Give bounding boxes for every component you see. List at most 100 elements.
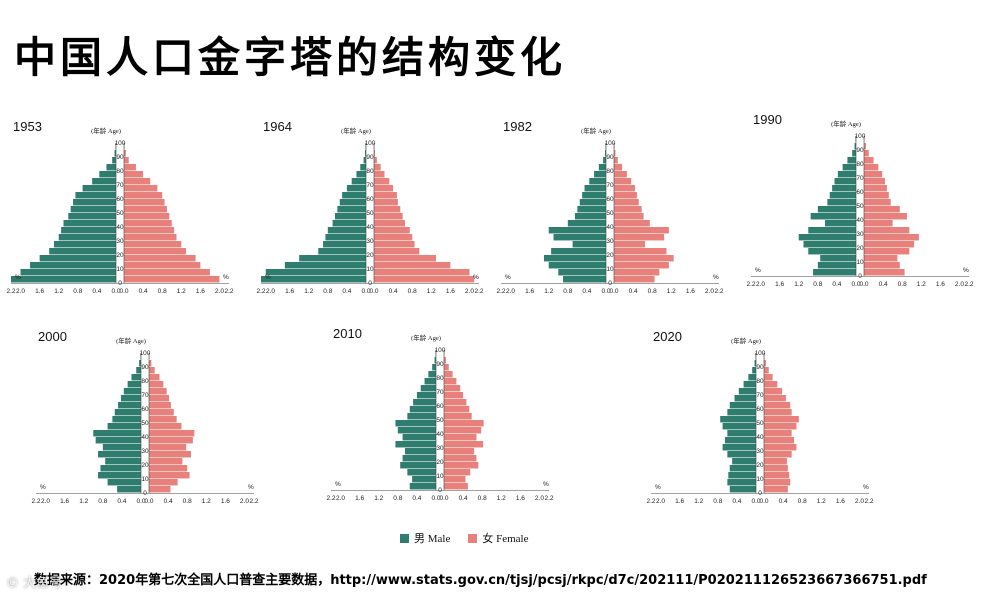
male-bar (11, 276, 116, 283)
female-bar (764, 381, 778, 388)
x-tick-label: 0.4 (732, 498, 741, 505)
x-tick-label: 0.0 (751, 498, 760, 505)
female-bar (374, 220, 406, 227)
male-bar (127, 381, 141, 388)
age-tick-label: 20 (366, 252, 374, 259)
age-tick-label: 70 (141, 392, 149, 399)
age-tick-label: 90 (606, 154, 614, 161)
male-bar (117, 486, 141, 493)
x-tick-label: 0.4 (459, 495, 468, 502)
female-bar (614, 199, 639, 206)
male-bar (39, 255, 116, 262)
male-bar (837, 171, 856, 178)
male-bar (323, 241, 366, 248)
x-tick-label: 2.0 (756, 281, 765, 288)
age-tick-label: 70 (856, 175, 864, 182)
age-tick-label: 90 (141, 364, 149, 371)
percent-label: % (40, 484, 46, 491)
male-bar (824, 220, 856, 227)
x-tick-label: 2.2 (496, 288, 505, 295)
percent-label: % (755, 267, 761, 274)
female-bar (374, 164, 381, 171)
male-bar (334, 213, 366, 220)
age-tick-label: 80 (116, 168, 124, 175)
female-bar (124, 150, 126, 157)
female-bar (149, 451, 191, 458)
male-bar (299, 255, 366, 262)
x-tick-label: 0.4 (779, 498, 788, 505)
male-bar (356, 171, 366, 178)
pyramid-year-label: 1990 (753, 112, 782, 127)
female-bar (614, 206, 642, 213)
x-tick-label: 1.6 (936, 281, 945, 288)
female-bar (124, 255, 196, 262)
male-bar (743, 381, 756, 388)
male-bar (598, 164, 606, 171)
female-bar (149, 472, 190, 479)
legend-female-swatch (468, 533, 478, 543)
male-bar (589, 178, 606, 185)
x-tick-label: 0.4 (164, 498, 173, 505)
female-bar (444, 406, 470, 413)
x-tick-label: 0.0 (859, 281, 868, 288)
female-bar (444, 448, 475, 455)
female-bar (444, 413, 472, 420)
female-bar (614, 234, 665, 241)
male-bar (98, 451, 141, 458)
age-tick-label: 10 (436, 473, 444, 480)
female-bar (764, 374, 773, 381)
male-bar (107, 479, 141, 486)
male-bar (261, 276, 366, 283)
male-bar (351, 178, 366, 185)
x-tick-label: 1.2 (694, 498, 703, 505)
female-bar (764, 367, 769, 374)
female-bar (124, 234, 177, 241)
x-tick-label: 1.6 (686, 288, 695, 295)
female-bar (374, 276, 475, 283)
female-bar (444, 357, 446, 364)
legend: 男 Male 女 Female (400, 530, 529, 546)
x-tick-label: 0.0 (439, 495, 448, 502)
female-bar (764, 444, 797, 451)
pyramid-2010: 0 10 20 30 40 50 60 70 80 90 100 2.2 2.0 1.6 1.2 0.8 0.4… (325, 322, 555, 512)
female-bar (764, 388, 783, 395)
female-bar (374, 255, 437, 262)
female-bar (124, 206, 167, 213)
percent-label: % (543, 481, 549, 488)
male-bar (139, 360, 141, 367)
female-bar (444, 420, 484, 427)
female-bar (764, 409, 792, 416)
male-bar (92, 178, 116, 185)
male-bar (754, 360, 756, 367)
age-tick-label: 10 (756, 476, 764, 483)
female-bar (764, 423, 797, 430)
female-bar (764, 430, 792, 437)
female-bar (614, 276, 655, 283)
x-tick-label: 2.0 (705, 288, 714, 295)
female-bar (864, 248, 910, 255)
male-bar (339, 199, 366, 206)
female-bar (864, 192, 889, 199)
male-bar (100, 465, 141, 472)
age-tick-label: 90 (366, 154, 374, 161)
male-bar (420, 385, 436, 392)
male-bar (577, 206, 606, 213)
female-bar (149, 444, 187, 451)
x-tick-label: 0.4 (629, 288, 638, 295)
pyramid-2020: 0 10 20 30 40 50 60 70 80 90 100 2.2 2.0 1.6 1.2 0.8 0.4… (645, 325, 875, 515)
x-tick-label: 1.6 (355, 495, 364, 502)
male-bar (120, 395, 141, 402)
female-bar (149, 409, 174, 416)
male-bar (574, 213, 606, 220)
age-tick-label: 70 (436, 389, 444, 396)
age-tick-label: 30 (141, 448, 149, 455)
female-bar (764, 479, 791, 486)
male-bar (808, 248, 856, 255)
male-bar (131, 374, 141, 381)
female-bar (444, 399, 467, 406)
legend-male-label: 男 Male (414, 533, 451, 545)
